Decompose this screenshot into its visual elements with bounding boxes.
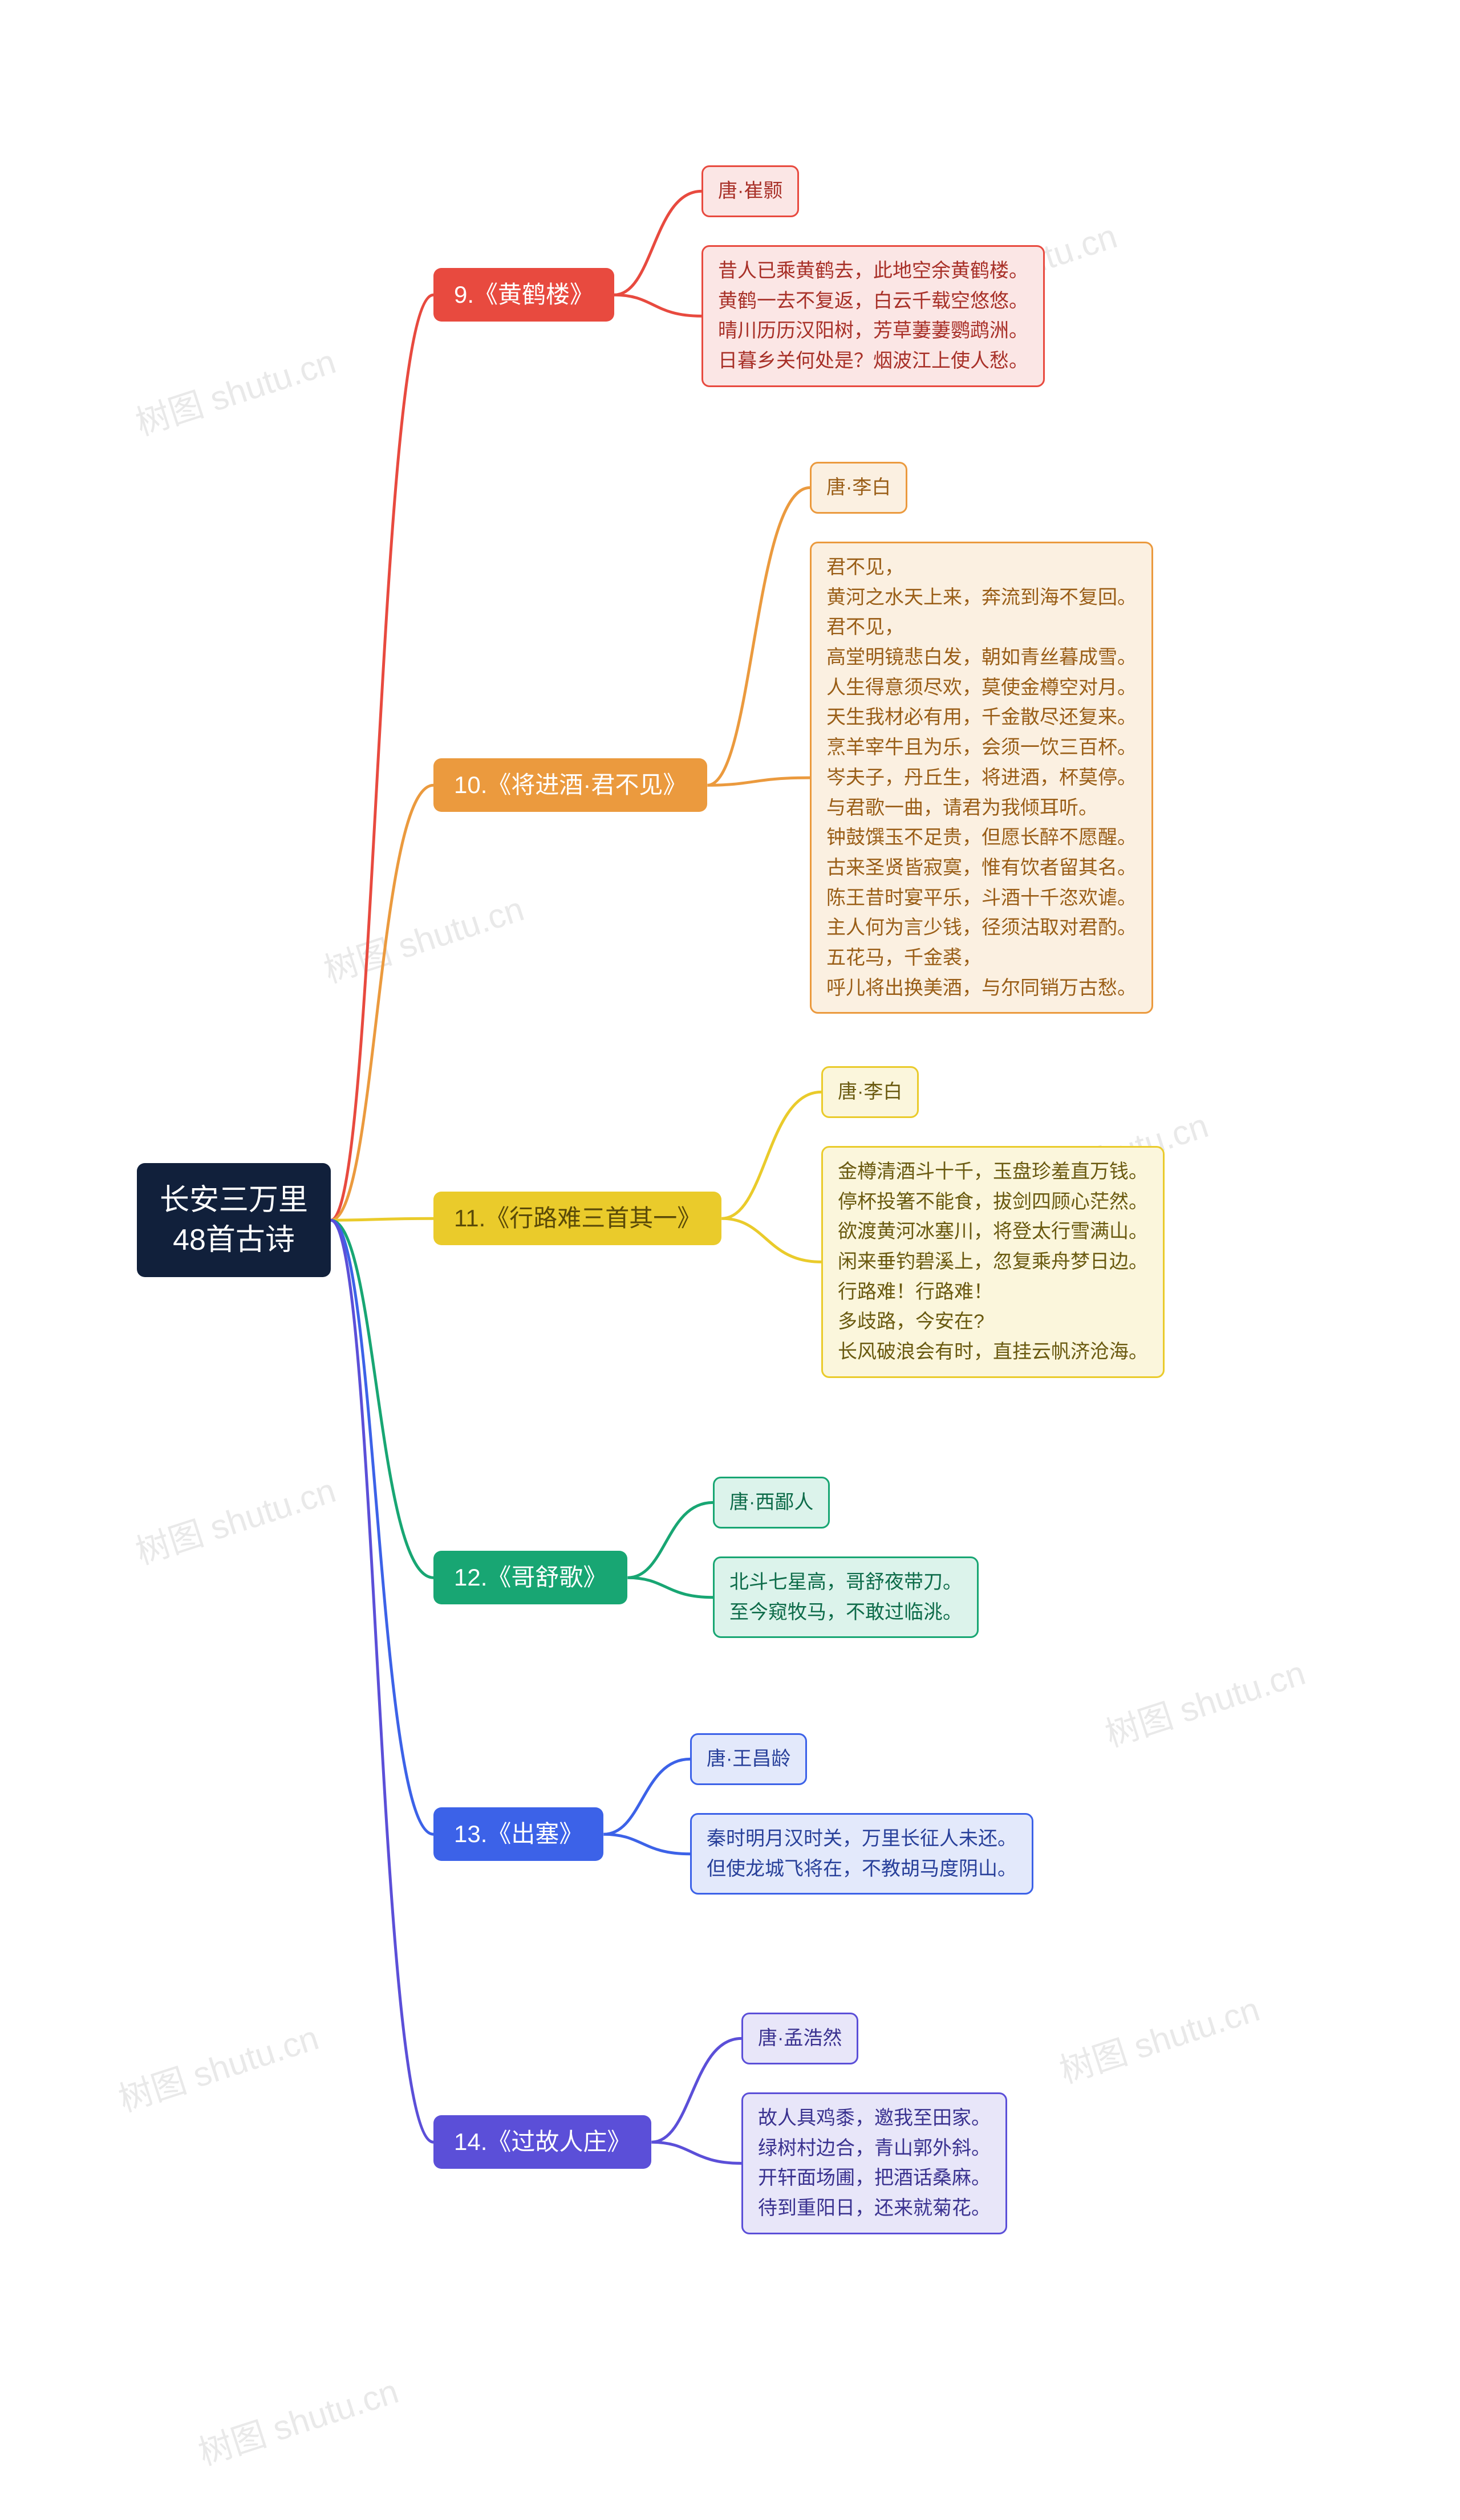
leaf-node: 唐·崔颢 — [701, 165, 799, 217]
leaf-node: 北斗七星高，哥舒夜带刀。 至今窥牧马，不敢过临洮。 — [713, 1556, 979, 1638]
branch-title: 14.《过故人庄》 — [433, 2115, 651, 2169]
leaf-node: 唐·李白 — [821, 1066, 919, 1118]
branch-title: 11.《行路难三首其一》 — [433, 1192, 721, 1245]
branch-title: 12.《哥舒歌》 — [433, 1551, 627, 1604]
watermark: 树图 shutu.cn — [317, 881, 529, 993]
root-node: 长安三万里48首古诗 — [137, 1163, 331, 1277]
branch-title: 13.《出塞》 — [433, 1807, 603, 1861]
leaf-node: 金樽清酒斗十千，玉盘珍羞直万钱。 停杯投箸不能食，拔剑四顾心茫然。 欲渡黄河冰塞… — [821, 1146, 1165, 1378]
leaf-node: 唐·孟浩然 — [741, 2013, 858, 2064]
leaf-node: 唐·李白 — [810, 462, 907, 514]
watermark: 树图 shutu.cn — [191, 2364, 404, 2475]
watermark: 树图 shutu.cn — [128, 1463, 341, 1574]
leaf-node: 唐·王昌龄 — [690, 1733, 807, 1785]
leaf-node: 秦时明月汉时关，万里长征人未还。 但使龙城飞将在，不教胡马度阴山。 — [690, 1813, 1033, 1895]
leaf-node: 君不见， 黄河之水天上来，奔流到海不复回。 君不见， 高堂明镜悲白发，朝如青丝暮… — [810, 542, 1153, 1014]
leaf-node: 唐·西鄙人 — [713, 1477, 830, 1529]
branch-title: 10.《将进酒·君不见》 — [433, 758, 707, 812]
leaf-node: 昔人已乘黄鹤去，此地空余黄鹤楼。 黄鹤一去不复返，白云千载空悠悠。 晴川历历汉阳… — [701, 245, 1045, 387]
branch-title: 9.《黄鹤楼》 — [433, 268, 614, 322]
watermark: 树图 shutu.cn — [111, 2010, 324, 2121]
watermark: 树图 shutu.cn — [1098, 1645, 1311, 1757]
watermark: 树图 shutu.cn — [128, 334, 341, 445]
leaf-node: 故人具鸡黍，邀我至田家。 绿树村边合，青山郭外斜。 开轩面场圃，把酒话桑麻。 待… — [741, 2092, 1007, 2234]
mindmap-canvas: 树图 shutu.cn 树图 shutu.cn 树图 shutu.cn 树图 shut… — [0, 0, 1460, 2520]
watermark: 树图 shutu.cn — [1052, 1982, 1265, 2093]
